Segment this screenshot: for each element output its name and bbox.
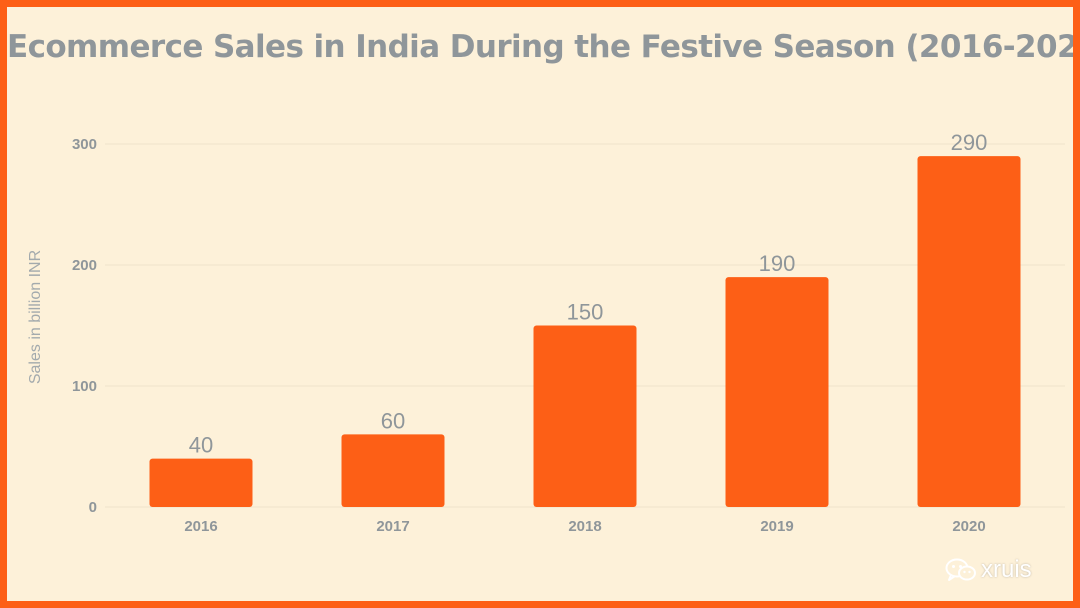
y-tick-label: 0 (89, 499, 97, 516)
chart-frame: Ecommerce Sales in India During the Fest… (7, 7, 1073, 601)
x-tick-label: 2018 (568, 518, 601, 535)
watermark-text: xruis (981, 556, 1032, 583)
chart-title: Ecommerce Sales in India During the Fest… (7, 29, 1073, 65)
x-tick-label: 2019 (760, 518, 793, 535)
bar-2019 (725, 277, 829, 507)
data-label-2018: 150 (567, 300, 604, 325)
bar-chart: 0 100 200 300 40 2016 60 2017 150 2018 190 2019 290 2… (27, 130, 1065, 535)
bar-2018 (533, 325, 637, 507)
x-tick-label: 2017 (376, 518, 409, 535)
y-tick-label: 200 (72, 257, 97, 274)
wechat-icon (945, 558, 976, 581)
data-label-2017: 60 (381, 408, 405, 433)
y-tick-label: 100 (72, 378, 97, 395)
data-label-2019: 190 (759, 251, 796, 276)
data-label-2016: 40 (189, 433, 213, 458)
y-axis-label: Sales in billion INR (27, 250, 44, 384)
data-label-2020: 290 (951, 130, 988, 155)
x-tick-label: 2020 (952, 518, 985, 535)
x-tick-label: 2016 (184, 518, 217, 535)
bar-2017 (341, 434, 445, 507)
y-tick-label: 300 (72, 136, 97, 153)
bar-2016 (149, 458, 253, 507)
bar-2020 (917, 156, 1021, 507)
watermark: xruis (945, 555, 1032, 585)
